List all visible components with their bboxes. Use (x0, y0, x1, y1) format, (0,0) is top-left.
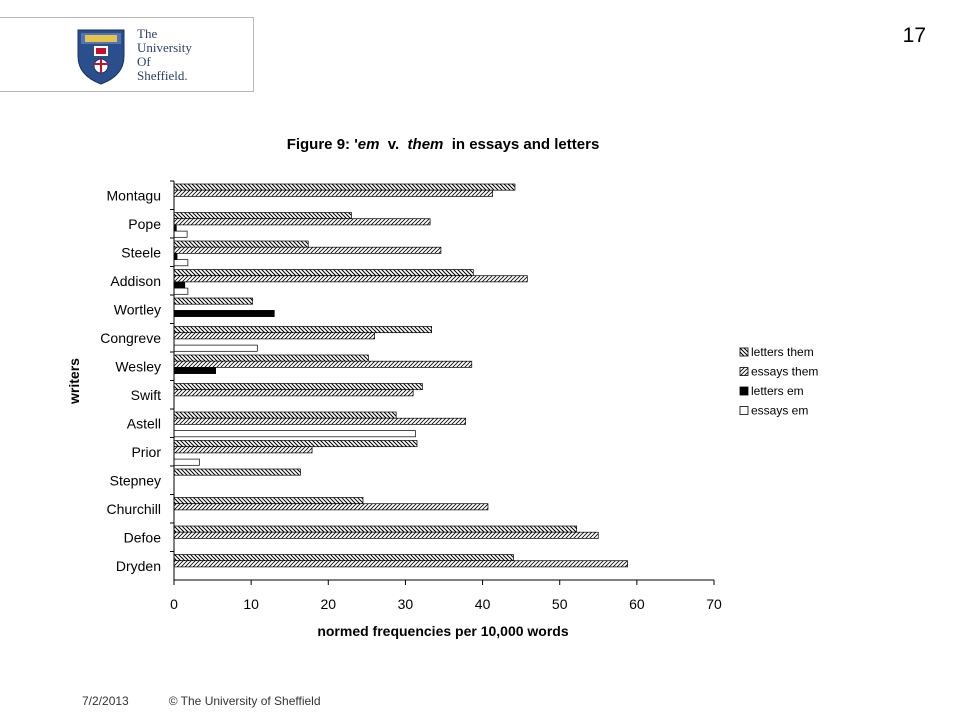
bar-addison-essays-em (173, 287, 189, 295)
category-label: Stepney (110, 472, 161, 488)
category-label: Congreve (100, 330, 161, 346)
bar-defoe-letters-them (173, 525, 578, 533)
legend-label: letters em (751, 384, 804, 398)
footer-copyright: © The University of Sheffield (168, 694, 321, 708)
legend-label: essays them (751, 365, 818, 379)
x-axis-label: normed frequencies per 10,000 words (317, 623, 569, 639)
bar-montagu-letters-them (173, 183, 516, 191)
bar-dryden-essays-them (173, 560, 628, 568)
bar-stepney-letters-them (173, 468, 301, 476)
bar-prior-essays-them (173, 446, 313, 454)
category-label: Swift (131, 387, 161, 403)
legend-label: letters them (751, 345, 814, 359)
bar-churchill-essays-them (173, 503, 489, 511)
category-label: Dryden (116, 558, 161, 574)
legend: letters them essays them letters em essays … (739, 345, 818, 418)
category-label: Montagu (107, 187, 161, 203)
bar-steele-essays-em (173, 259, 189, 267)
logo-line: Sheffield. (137, 68, 188, 83)
legend-swatch (739, 406, 749, 415)
logo-line: University (137, 40, 192, 55)
bar-wortley-letters-them (173, 297, 254, 305)
legend-label: essays em (751, 404, 808, 418)
legend-swatch (739, 367, 749, 376)
footer: 7/2/2013 © The University of Sheffield (82, 694, 321, 708)
bar-swift-essays-them (173, 389, 414, 397)
category-label: Steele (121, 244, 161, 260)
category-label: Wesley (115, 358, 161, 374)
bar-chart: Figure 9: 'em v. them in essays and lett… (66, 136, 818, 639)
university-logo: The University Of Sheffield. (0, 17, 254, 92)
bar-pope-essays-them (173, 218, 431, 226)
bar-addison-letters-em (173, 281, 186, 289)
x-tick-label: 20 (320, 596, 336, 612)
y-axis-label: writers (66, 358, 82, 405)
bar-pope-letters-them (173, 212, 352, 220)
legend-swatch (739, 347, 749, 357)
bar-montagu-essays-them (173, 189, 493, 197)
bar-astell-essays-them (173, 417, 466, 425)
bar-astell-letters-them (173, 411, 397, 419)
category-label: Prior (131, 444, 161, 460)
category-label: Churchill (107, 501, 161, 517)
bar-wesley-letters-them (173, 354, 369, 362)
bar-wortley-letters-em (173, 310, 275, 317)
bar-steele-essays-them (173, 246, 442, 254)
x-tick-label: 10 (243, 596, 259, 612)
bar-churchill-letters-them (173, 497, 364, 505)
bar-congreve-letters-them (173, 326, 433, 334)
slide-number: 17 (902, 24, 926, 47)
category-label: Pope (128, 216, 161, 232)
footer-date: 7/2/2013 (82, 694, 129, 708)
logo-line: The (137, 26, 158, 41)
x-tick-label: 60 (629, 596, 645, 612)
bar-astell-essays-em (173, 430, 416, 438)
bar-swift-letters-them (173, 383, 423, 391)
bar-pope-essays-em (173, 230, 188, 238)
bar-prior-letters-them (173, 440, 418, 448)
crest-icon (77, 29, 125, 85)
legend-swatch (739, 386, 749, 396)
x-tick-label: 70 (706, 596, 722, 612)
category-label: Defoe (124, 529, 162, 545)
chart-title: Figure 9: 'em v. them in essays and lett… (287, 136, 600, 153)
bar-congreve-essays-em (173, 344, 258, 352)
category-label: Astell (127, 415, 161, 431)
bar-steele-letters-them (173, 240, 309, 248)
logo-line: Of (137, 54, 151, 69)
x-tick-label: 50 (552, 596, 568, 612)
bar-congreve-essays-them (173, 332, 375, 340)
bar-addison-essays-them (173, 275, 528, 283)
bar-addison-letters-them (173, 269, 474, 277)
x-tick-label: 0 (170, 596, 178, 612)
category-label: Wortley (114, 301, 161, 317)
category-label: Addison (110, 273, 161, 289)
bar-dryden-letters-them (173, 554, 514, 562)
bar-wesley-essays-them (173, 360, 473, 368)
x-tick-label: 40 (475, 596, 491, 612)
x-tick-label: 30 (398, 596, 414, 612)
bar-prior-essays-em (173, 458, 200, 466)
university-name: The University Of Sheffield. (137, 27, 192, 83)
bar-wesley-letters-em (173, 367, 217, 374)
bar-defoe-essays-them (173, 531, 599, 539)
